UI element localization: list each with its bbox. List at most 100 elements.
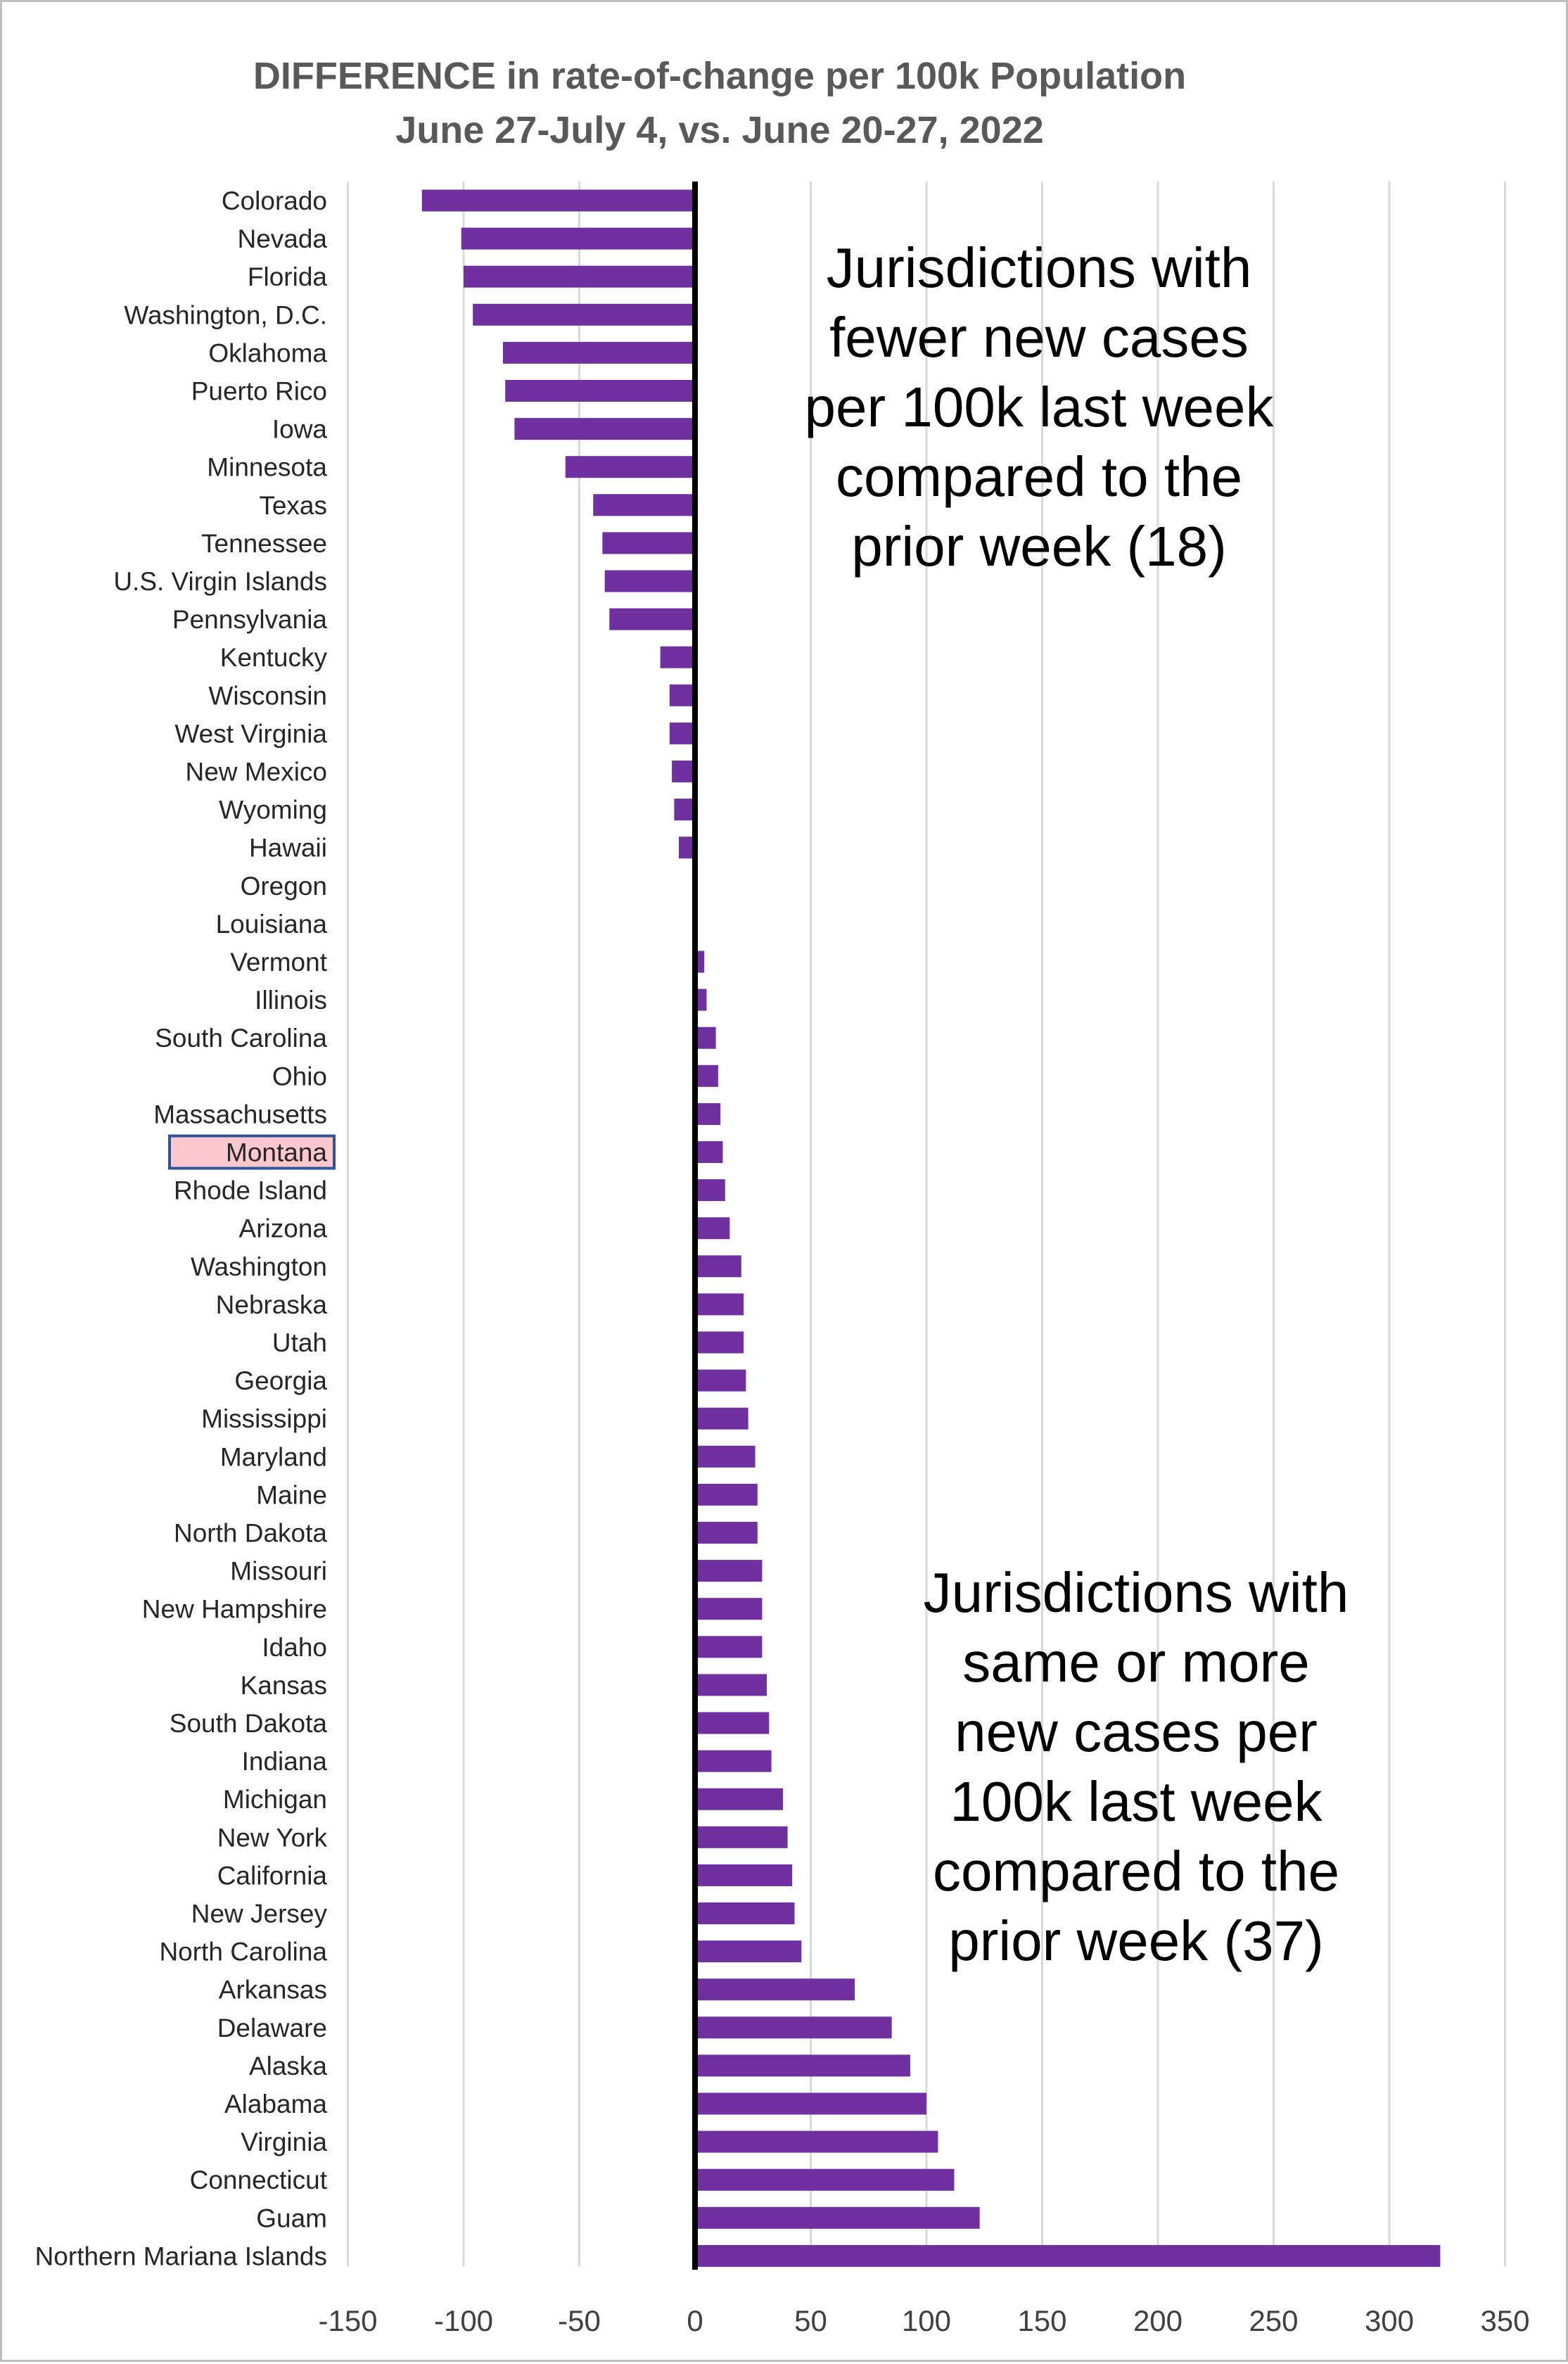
bar (695, 1331, 744, 1354)
annotation-line: prior week (18) (851, 515, 1227, 578)
category-label: Utah (272, 1328, 327, 1357)
category-label: Montana (226, 1138, 327, 1167)
bar (695, 1598, 763, 1620)
category-label: Arkansas (219, 1976, 327, 2004)
bar (695, 2092, 926, 2115)
bar (674, 799, 695, 821)
bar (695, 989, 707, 1011)
category-label: North Carolina (159, 1938, 327, 1966)
category-label: Wyoming (219, 796, 327, 825)
bar (695, 1522, 758, 1544)
chart-title-line-1: DIFFERENCE in rate-of-change per 100k Po… (253, 55, 1186, 97)
category-label: Tennessee (201, 529, 327, 558)
bar (695, 1369, 746, 1392)
bar (695, 1750, 772, 1772)
category-label: South Carolina (155, 1024, 327, 1053)
category-label: Idaho (262, 1633, 327, 1662)
bar (695, 1788, 784, 1810)
category-label: Colorado (222, 186, 327, 215)
x-tick-label: 150 (1017, 2304, 1066, 2337)
category-label: Iowa (272, 415, 328, 444)
category-label: Pennsylvania (172, 605, 328, 634)
bar (695, 1065, 718, 1087)
category-label: Florida (248, 262, 328, 291)
category-label: Delaware (217, 2014, 327, 2042)
bar (565, 456, 695, 478)
category-labels: Colorado Nevada Florida Washington, D.C. Okl… (35, 186, 336, 2270)
bar (461, 227, 695, 250)
bar (695, 1102, 721, 1125)
category-label: Texas (259, 491, 327, 520)
bar (695, 1978, 855, 2001)
annotation-line: prior week (37) (948, 1909, 1324, 1972)
bar (672, 761, 695, 782)
bar (660, 646, 695, 668)
bar (505, 380, 695, 402)
bar (695, 1217, 730, 1240)
category-label: Puerto Rico (191, 377, 327, 406)
category-label: Massachusetts (153, 1100, 327, 1129)
bar (695, 2016, 892, 2039)
category-label: North Dakota (174, 1519, 327, 1548)
bar (695, 1483, 758, 1506)
bar (593, 494, 695, 516)
category-label: Minnesota (207, 453, 327, 482)
x-tick-label: 250 (1249, 2304, 1298, 2337)
category-label: Louisiana (216, 910, 328, 939)
category-label: Nevada (237, 224, 327, 253)
bar (421, 189, 695, 212)
category-label: Missouri (230, 1557, 327, 1586)
bar (464, 265, 695, 288)
bar (695, 1407, 748, 1430)
annotation-line: same or more (962, 1631, 1309, 1693)
category-label: New York (217, 1823, 328, 1852)
bar (695, 2206, 980, 2229)
bar (695, 2054, 910, 2077)
x-tick-label: -50 (558, 2304, 601, 2337)
bar (695, 1864, 793, 1886)
annotation-text: Jurisdictions with fewer new cases per 100… (804, 236, 1274, 578)
bar (695, 1179, 725, 1202)
bar (695, 1902, 795, 1924)
highlight-box (168, 1134, 336, 1170)
annotation-line: fewer new cases (829, 306, 1249, 369)
x-tick-label: 350 (1480, 2304, 1529, 2337)
category-label: Michigan (223, 1785, 327, 1814)
annotation-line: Jurisdictions with (827, 236, 1252, 299)
annotation-line: compared to the (933, 1840, 1339, 1902)
category-label: Alaska (249, 2052, 327, 2080)
annotation-line: per 100k last week (804, 376, 1274, 438)
bar (695, 1027, 716, 1049)
category-label: Alabama (224, 2090, 327, 2118)
bars (421, 189, 1441, 2267)
bar (695, 1636, 763, 1658)
category-label: Connecticut (190, 2166, 328, 2194)
category-label: Guam (256, 2204, 327, 2232)
bar (695, 1560, 763, 1582)
category-label: New Mexico (186, 758, 328, 787)
category-label: Oregon (241, 872, 327, 901)
chart-title-line-2: June 27-July 4, vs. June 20-27, 2022 (395, 109, 1044, 151)
category-label: Maine (256, 1480, 327, 1509)
category-label: Nebraska (216, 1290, 328, 1319)
category-label: Vermont (230, 948, 328, 977)
bar (695, 2168, 955, 2191)
category-label: Hawaii (249, 834, 327, 863)
bar (602, 532, 695, 554)
x-tick-label: 50 (794, 2304, 827, 2337)
category-label: Indiana (242, 1747, 328, 1776)
annotation-line: 100k last week (950, 1770, 1322, 1833)
category-label: Wisconsin (208, 681, 327, 710)
category-label: Maryland (220, 1442, 327, 1471)
category-label: U.S. Virgin Islands (113, 567, 327, 596)
bar (695, 2244, 1441, 2267)
category-label: Washington (191, 1252, 327, 1281)
gridlines (347, 182, 1506, 2266)
category-label: Rhode Island (174, 1176, 327, 1205)
x-tick-label: 200 (1133, 2304, 1183, 2337)
category-label: Georgia (234, 1366, 327, 1395)
bar (695, 2130, 938, 2153)
annotations: Jurisdictions with fewer new cases per 100… (804, 236, 1349, 1972)
bar (609, 608, 695, 630)
x-tick-label: -150 (318, 2304, 377, 2337)
